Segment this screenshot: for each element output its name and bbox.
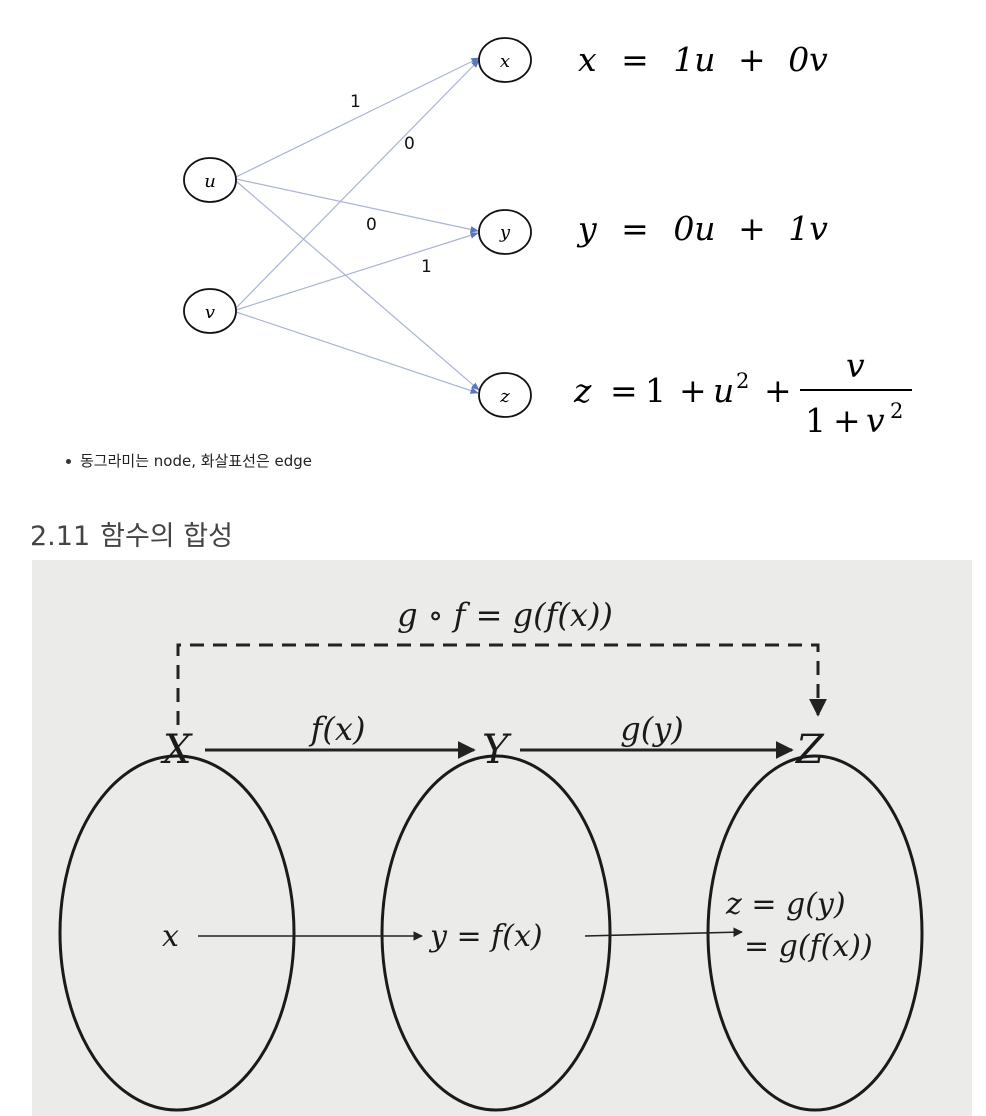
composition-figure-background [32, 560, 972, 1116]
node-edge-graph: 1 0 0 1 u v x y z x = 1u + 0v y = 0 [183, 37, 912, 440]
bullet-note: 동그라미는 node, 화살표선은 edge [66, 450, 312, 471]
eq-y-term2: 1v [788, 209, 828, 248]
map-label-g: g(y) [620, 710, 684, 748]
element-y: y = f(x) [428, 919, 543, 954]
set-label-y: Y [482, 727, 512, 773]
eq-z-numerator: v [846, 346, 865, 385]
eq-z-den-exp: 2 [890, 399, 903, 423]
node-x-label: x [500, 51, 510, 72]
svg-text:y = 0u +: y = 0u + 1v [576, 209, 828, 248]
composition-label: g ∘ f = g(f(x)) [397, 596, 613, 634]
eq-z-den-plus: + [833, 401, 861, 440]
node-u-label: u [204, 171, 216, 192]
eq-y-plus: + [738, 209, 766, 248]
eq-z-plus2: + [764, 371, 792, 410]
element-x: x [162, 919, 179, 954]
section-title: 함수의 합성 [100, 521, 233, 552]
node-x: x [478, 37, 532, 83]
node-z: z [478, 372, 532, 418]
node-v-label: v [205, 302, 215, 323]
composition-diagram: g ∘ f = g(f(x)) X Y Z f(x) g(y) x y = f(… [58, 596, 924, 1112]
edge-v-y [235, 232, 479, 311]
set-label-z: Z [794, 727, 825, 773]
element-z-line1: z = g(y) [725, 887, 846, 922]
bullet-dot [66, 459, 71, 464]
edge-v-x [235, 59, 480, 309]
eq-x-eq: = [621, 40, 649, 79]
eq-z-eq: = [610, 371, 638, 410]
eq-x-lhs: x [578, 40, 597, 79]
node-z-label: z [499, 386, 510, 407]
equation-z: z = 1 + u 2 + v 1 + v 2 [573, 346, 912, 440]
eq-y-eq: = [621, 209, 649, 248]
weight-v-y: 1 [421, 257, 432, 277]
composite-dashed-arrow [176, 643, 827, 725]
eq-z-den-one: 1 [805, 401, 826, 440]
node-y: y [478, 209, 532, 255]
equation-x: x = 1u + 0v [578, 40, 828, 79]
svg-text:x = 1u +: x = 1u + 0v [578, 40, 828, 79]
equation-y: y = 0u + 1v [576, 209, 828, 248]
eq-z-lhs: z [573, 371, 592, 410]
section-heading: 2.11 함수의 합성 [30, 514, 233, 553]
section-number: 2.11 [30, 521, 91, 552]
edge-v-z [235, 311, 479, 394]
eq-z-one: 1 [645, 371, 666, 410]
weight-u-y: 0 [366, 215, 377, 235]
weight-v-x: 0 [404, 134, 415, 154]
eq-z-exp: 2 [736, 369, 749, 393]
eq-x-term2: 0v [788, 40, 828, 79]
eq-y-term1: 0u [673, 209, 715, 248]
eq-x-plus: + [738, 40, 766, 79]
edge-u-x [235, 57, 480, 178]
element-arrow-y-z [584, 927, 743, 938]
edge-u-z [235, 180, 480, 391]
eq-x-term1: 1u [673, 40, 715, 79]
eq-z-plus: + [679, 371, 707, 410]
element-z-line2: = g(f(x)) [744, 929, 873, 964]
eq-y-lhs: y [576, 209, 597, 248]
set-ellipse-y [380, 754, 612, 1112]
node-u: u [183, 157, 237, 203]
weight-u-x: 1 [350, 92, 361, 112]
node-y-label: y [499, 222, 511, 243]
eq-z-u: u [713, 371, 734, 410]
edge-u-y [235, 178, 479, 233]
map-label-f: f(x) [309, 710, 366, 748]
set-ellipse-x [58, 754, 296, 1112]
node-v: v [183, 288, 237, 334]
note-text: 동그라미는 node, 화살표선은 edge [80, 452, 313, 470]
eq-z-den-v: v [866, 401, 885, 440]
set-label-x: X [160, 727, 193, 773]
